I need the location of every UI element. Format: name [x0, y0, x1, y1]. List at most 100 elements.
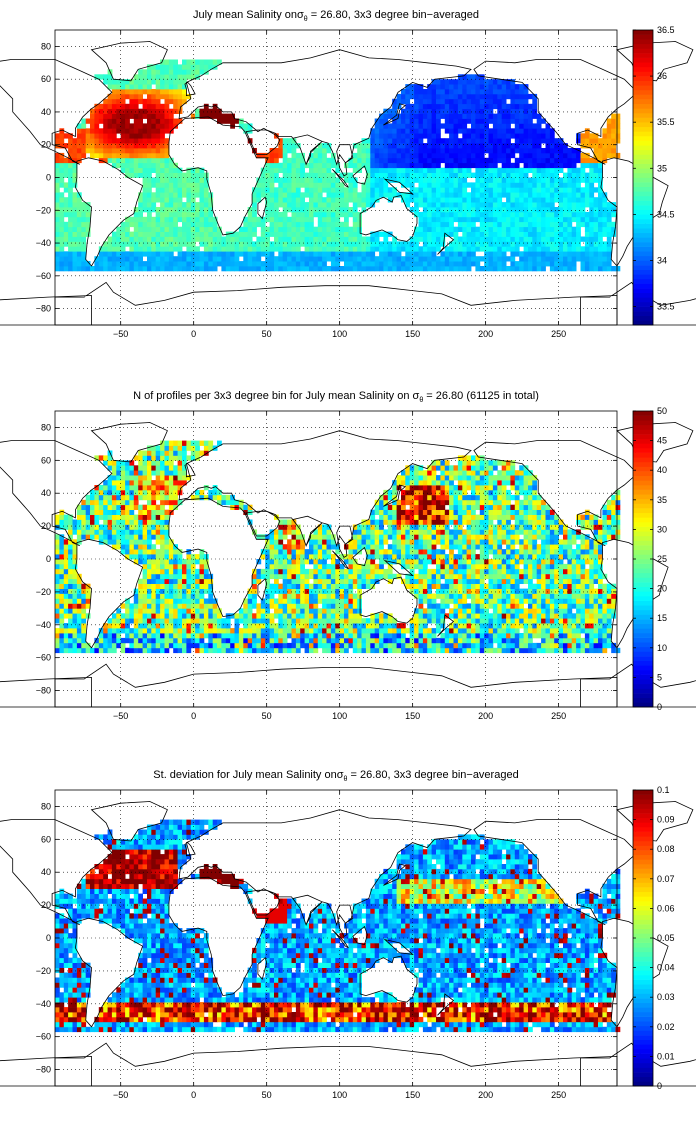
heatmap-cell: [160, 529, 165, 535]
heatmap-cell: [291, 633, 297, 639]
heatmap-cell: [558, 266, 564, 272]
heatmap-cell: [151, 108, 157, 114]
heatmap-cell: [103, 647, 108, 654]
heatmap-cell: [142, 133, 148, 139]
heatmap-cell: [68, 148, 73, 154]
heatmap-cell: [287, 261, 292, 267]
heatmap-cell: [436, 128, 441, 134]
heatmap-cell: [129, 544, 135, 550]
heatmap-cell: [195, 256, 200, 262]
heatmap-cell: [295, 221, 301, 228]
heatmap-cell: [528, 93, 533, 100]
heatmap-cell: [418, 192, 424, 198]
heatmap-cell: [418, 266, 424, 272]
heatmap-cell: [392, 172, 397, 178]
colorbar-step: [633, 274, 653, 280]
heatmap-cell: [55, 534, 60, 540]
heatmap-cell: [155, 578, 161, 584]
heatmap-cell: [563, 211, 568, 218]
colorbar-step: [633, 311, 653, 317]
heatmap-cell: [151, 647, 157, 654]
heatmap-cell: [186, 64, 192, 70]
heatmap-cell: [68, 152, 73, 159]
heatmap-cell: [81, 603, 87, 609]
heatmap-cell: [554, 152, 559, 159]
heatmap-cell: [479, 93, 485, 100]
colorbar-tick-label: 33.5: [657, 302, 675, 312]
heatmap-cell: [160, 568, 165, 575]
heatmap-cell: [492, 266, 498, 272]
heatmap-cell: [593, 231, 599, 237]
heatmap-cell: [414, 108, 419, 114]
heatmap-cell: [457, 167, 463, 173]
heatmap-cell: [453, 152, 459, 159]
heatmap-cell: [133, 226, 139, 232]
heatmap-cell: [68, 138, 73, 144]
heatmap-cell: [177, 182, 183, 188]
heatmap-cell: [387, 241, 393, 247]
heatmap-cell: [383, 241, 389, 247]
heatmap-cell: [133, 504, 139, 510]
heatmap-cell: [147, 470, 152, 476]
heatmap-cell: [602, 251, 608, 257]
heatmap-cell: [203, 628, 209, 634]
heatmap-cell: [295, 647, 301, 654]
heatmap-cell: [151, 251, 157, 257]
heatmap-cell: [155, 128, 161, 134]
heatmap-cell: [125, 534, 130, 540]
heatmap-cell: [554, 148, 559, 154]
heatmap-cell: [392, 246, 397, 252]
heatmap-cell: [164, 207, 170, 213]
heatmap-cell: [155, 74, 161, 80]
heatmap-cell: [133, 529, 139, 535]
heatmap-cell: [532, 197, 538, 203]
heatmap-cell: [160, 475, 165, 481]
heatmap-cell: [300, 202, 305, 208]
heatmap-cell: [344, 187, 349, 193]
heatmap-cell: [282, 583, 288, 589]
heatmap-cell: [510, 128, 516, 134]
heatmap-cell: [462, 113, 468, 119]
heatmap-cell: [234, 613, 240, 619]
heatmap-cell: [190, 588, 196, 594]
heatmap-cell: [387, 162, 393, 169]
heatmap-cell: [488, 172, 494, 178]
heatmap-cell: [177, 647, 183, 654]
heatmap-cell: [471, 251, 476, 257]
heatmap-cell: [155, 559, 161, 565]
heatmap-cell: [177, 470, 183, 476]
heatmap-cell: [138, 618, 143, 624]
heatmap-cell: [554, 226, 559, 232]
heatmap-cell: [405, 261, 411, 267]
heatmap-cell: [392, 103, 397, 110]
heatmap-cell: [370, 143, 376, 149]
heatmap-cell: [120, 221, 126, 228]
heatmap-cell: [545, 177, 551, 183]
heatmap-cell: [164, 241, 170, 247]
heatmap-cell: [173, 593, 178, 599]
chart-title: N of profiles per 3x3 degree bin for Jul…: [133, 390, 539, 404]
heatmap-cell: [98, 261, 104, 267]
heatmap-cell: [440, 197, 446, 203]
heatmap-cell: [584, 197, 590, 203]
heatmap-cell: [260, 568, 266, 575]
heatmap-cell: [182, 177, 187, 183]
heatmap-cell: [462, 266, 468, 272]
heatmap-cell: [59, 162, 65, 169]
colorbar-step: [633, 57, 653, 63]
heatmap-cell: [199, 192, 205, 198]
heatmap-cell: [230, 118, 235, 124]
heatmap-cell: [558, 207, 564, 213]
heatmap-cell: [440, 261, 446, 267]
heatmap-cell: [212, 256, 218, 262]
heatmap-cell: [278, 177, 284, 183]
heatmap-cell: [519, 108, 524, 114]
heatmap-cell: [466, 89, 472, 95]
heatmap-cell: [278, 251, 284, 257]
heatmap-cell: [387, 261, 393, 267]
heatmap-cell: [370, 182, 376, 188]
heatmap-cell: [208, 207, 214, 213]
panel-salinity: July mean Salinity onσθ = 26.80, 3x3 deg…: [0, 9, 696, 339]
heatmap-cell: [278, 197, 284, 203]
